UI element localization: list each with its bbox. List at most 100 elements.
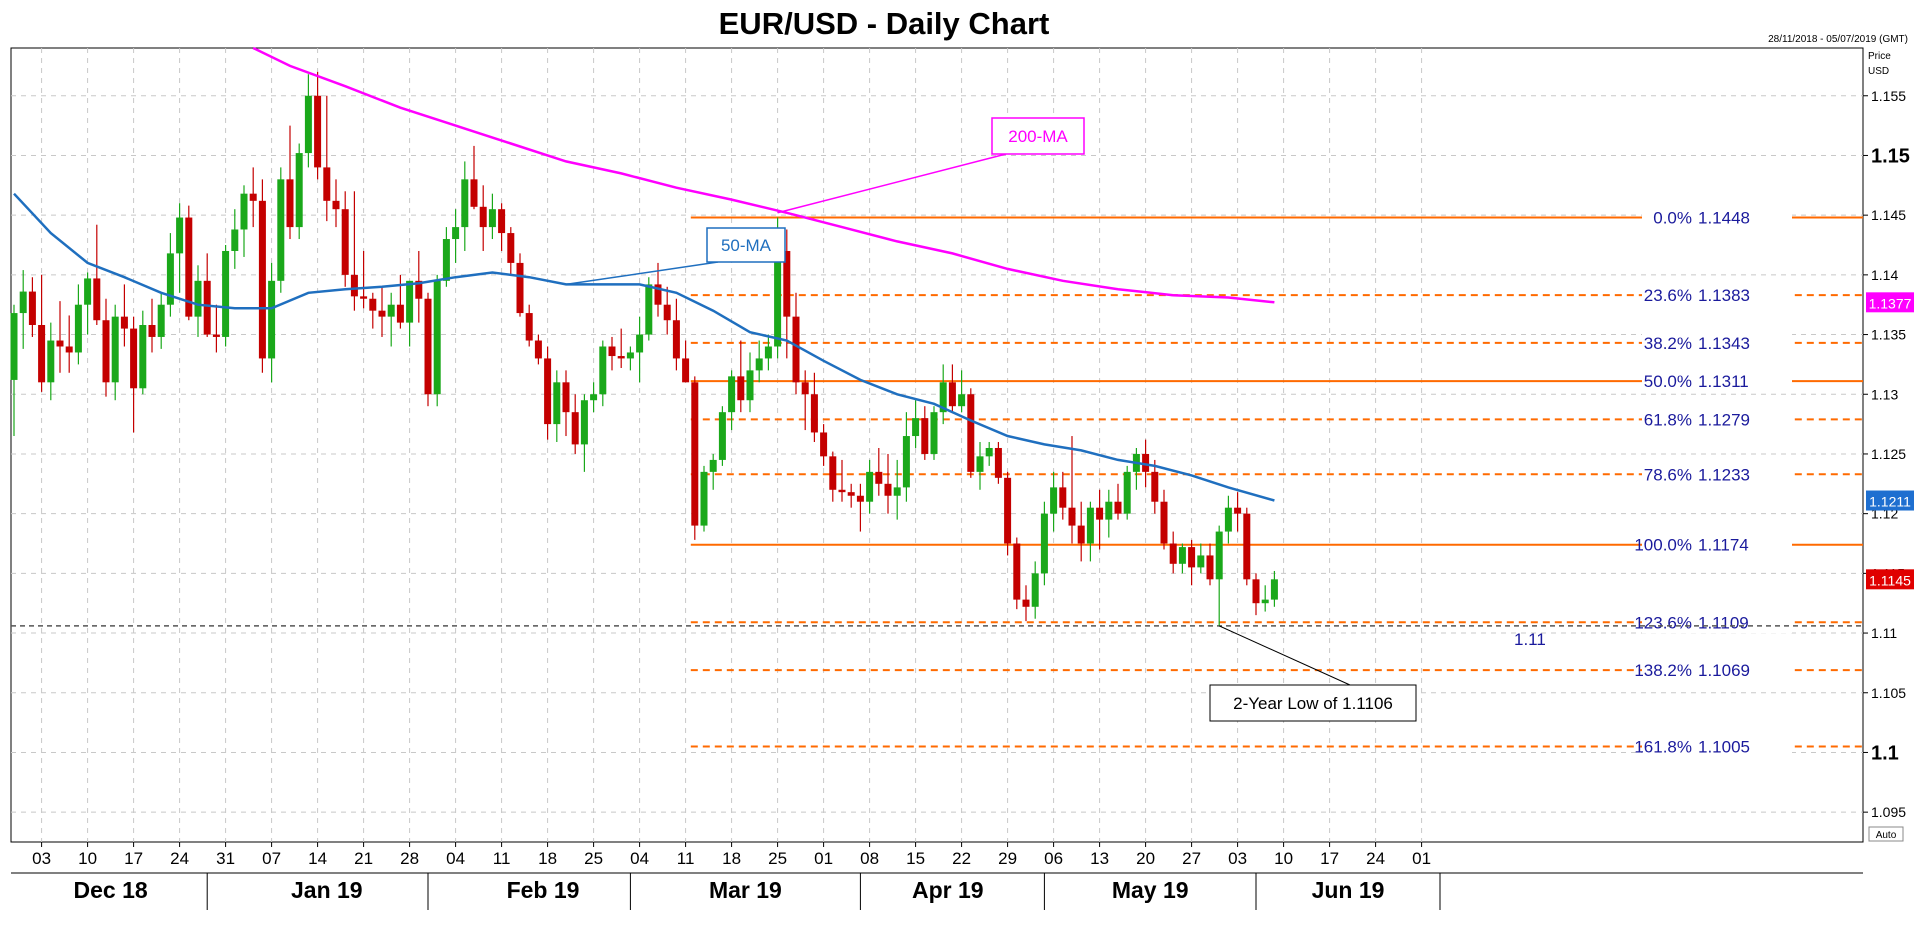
candle-110 (1022, 585, 1030, 622)
x-tick-label-30: 01 (1412, 849, 1431, 868)
candle-102 (948, 364, 956, 413)
fib-pct-9: 161.8% (1634, 737, 1692, 756)
candle-body (1178, 547, 1186, 564)
candle-62 (580, 394, 588, 472)
x-tick-label-23: 13 (1090, 849, 1109, 868)
candle-108 (1004, 471, 1012, 556)
fib-pct-1: 23.6% (1644, 286, 1692, 305)
candle-5 (56, 301, 64, 373)
x-tick-label-12: 25 (584, 849, 603, 868)
candle-119 (1105, 489, 1113, 538)
fib-label-bg-3 (1642, 370, 1792, 393)
candle-body (498, 209, 506, 234)
candle-body (433, 280, 441, 395)
candle-86 (801, 370, 809, 431)
candle-body (544, 358, 552, 425)
candle-81 (755, 340, 763, 383)
candle-body (912, 418, 920, 437)
candle-body (415, 280, 423, 299)
fib-price-7: 1.1109 (1698, 613, 1749, 632)
candle-body (314, 95, 322, 168)
candle-body (452, 227, 460, 240)
candle-body (176, 217, 184, 254)
ma50-leader (565, 261, 719, 286)
x-tick-label-2: 17 (124, 849, 143, 868)
candle-118 (1096, 489, 1104, 550)
candle-body (985, 447, 993, 457)
candle-body (746, 370, 754, 401)
fibonacci-levels: 0.0% 1.1448 23.6% 1.1383 38.2% 1.1343 50.0% 1.1… (690, 206, 1863, 758)
x-tick-label-29: 24 (1366, 849, 1385, 868)
candle-105 (976, 442, 984, 490)
candle-body (939, 382, 947, 413)
candle-body (387, 304, 395, 317)
x-tick-label-26: 03 (1228, 849, 1247, 868)
candle-100 (930, 406, 938, 460)
ma50-line (13, 192, 1275, 502)
candle-body (921, 418, 929, 454)
candle-125 (1160, 489, 1168, 550)
candle-14 (139, 310, 147, 395)
candle-38 (360, 250, 368, 309)
candle-95 (884, 453, 892, 514)
candle-body (1206, 555, 1214, 580)
auto-button[interactable] (1868, 826, 1904, 842)
y-tick-label-11: 1.1 (1871, 742, 1899, 764)
candle-body (1188, 547, 1196, 568)
chart-title: EUR/USD - Daily Chart (719, 6, 1050, 41)
x-tick-label-4: 31 (216, 849, 235, 868)
fib-pct-7: 123.6% (1634, 613, 1692, 632)
candle-body (1142, 453, 1150, 472)
candle-68 (636, 316, 644, 383)
x-tick-label-19: 15 (906, 849, 925, 868)
candle-body (571, 412, 579, 445)
candle-body (10, 313, 18, 380)
candle-body (1022, 599, 1030, 607)
candle-66 (617, 328, 625, 368)
candle-body (728, 376, 736, 413)
fib-price-0: 1.1448 (1698, 209, 1750, 228)
candle-body (553, 382, 561, 425)
ma200-line (252, 46, 1275, 304)
date-range: 28/11/2018 - 05/07/2019 (GMT) (1768, 34, 1908, 45)
candle-body (902, 436, 910, 488)
candle-15 (148, 298, 156, 353)
candle-91 (847, 483, 855, 508)
candle-body (525, 313, 533, 341)
candle-body (185, 217, 193, 317)
candle-41 (387, 292, 395, 347)
candle-body (700, 471, 708, 526)
candle-body (1234, 507, 1242, 514)
candle-34 (323, 95, 331, 222)
candle-93 (866, 459, 874, 514)
candle-53 (498, 203, 506, 251)
candle-body (930, 412, 938, 454)
candle-46 (433, 274, 441, 407)
fib-pct-0: 0.0% (1653, 209, 1692, 228)
candle-body (1224, 507, 1232, 532)
candle-body (507, 233, 515, 263)
candle-body (663, 304, 671, 321)
candles (10, 71, 1278, 626)
candle-body (268, 280, 276, 359)
candle-104 (967, 388, 975, 478)
candle-body (148, 325, 156, 337)
fib-price-8: 1.1069 (1698, 661, 1750, 680)
candle-99 (921, 406, 929, 460)
candle-20 (194, 265, 202, 337)
low-label: 2-Year Low of 1.1106 (1233, 694, 1393, 713)
candle-23 (222, 245, 230, 347)
candle-body (820, 432, 828, 457)
ma50-box (706, 227, 786, 263)
candle-101 (939, 364, 947, 425)
x-tick-label-28: 17 (1320, 849, 1339, 868)
candle-47 (442, 227, 450, 287)
candle-120 (1114, 483, 1122, 520)
candle-body (599, 346, 607, 395)
candle-body (286, 179, 294, 228)
candle-61 (571, 394, 579, 454)
candle-30 (286, 125, 294, 240)
x-tick-label-16: 25 (768, 849, 787, 868)
candle-body (958, 394, 966, 407)
